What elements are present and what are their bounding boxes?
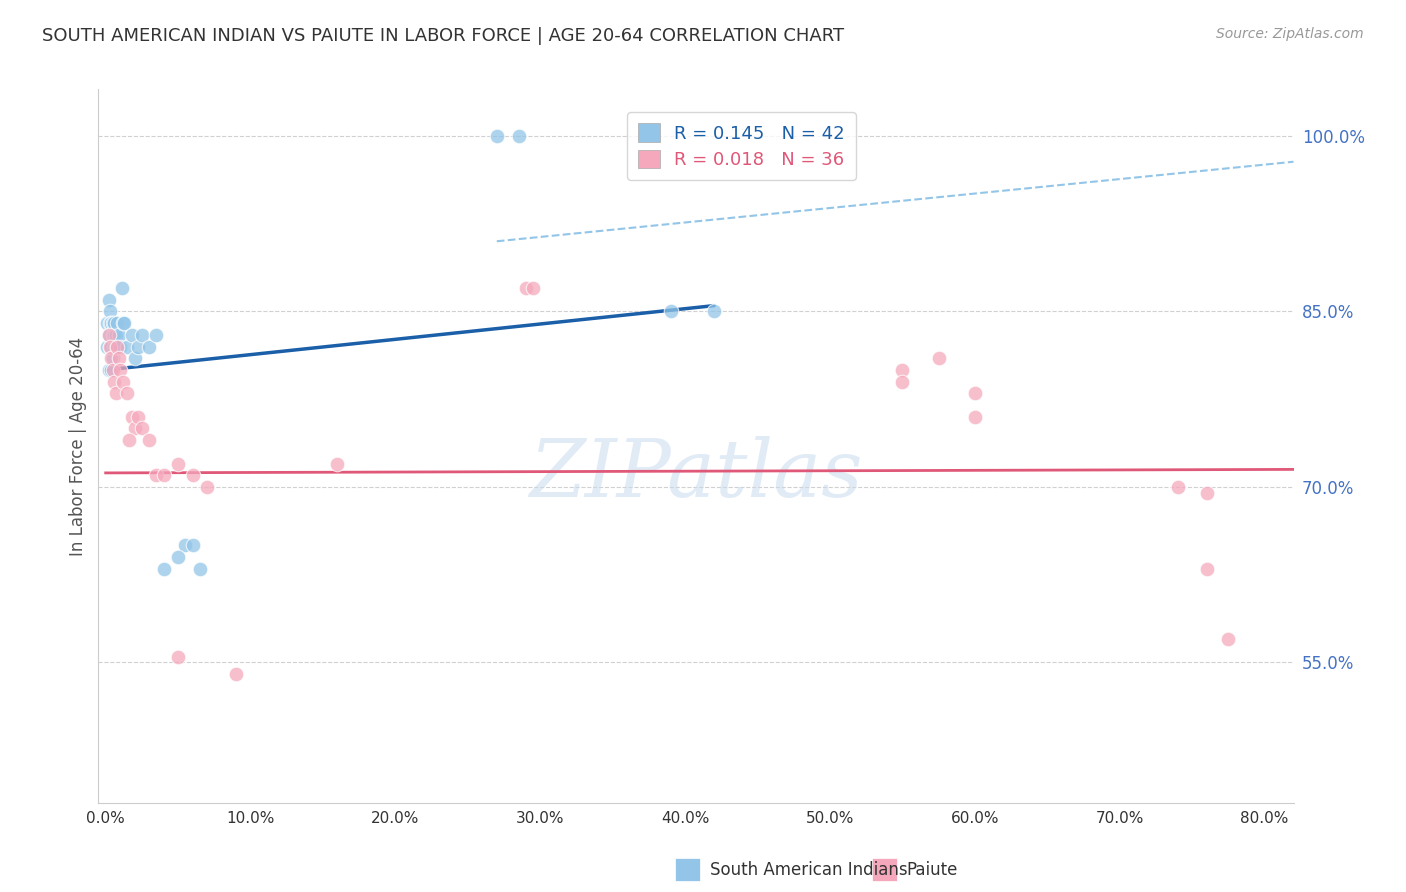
Point	[96, 316, 118, 330]
Point	[101, 327, 124, 342]
Point	[105, 340, 128, 354]
Point	[138, 340, 160, 354]
FancyBboxPatch shape	[675, 858, 700, 881]
Point	[124, 351, 146, 366]
Point	[515, 281, 537, 295]
Point	[152, 468, 174, 483]
Point	[508, 128, 530, 143]
Point	[117, 340, 139, 354]
Point	[101, 351, 124, 366]
FancyBboxPatch shape	[872, 858, 897, 881]
Point	[100, 363, 122, 377]
Text: Paiute: Paiute	[907, 861, 959, 879]
Point	[112, 375, 135, 389]
Point	[108, 340, 131, 354]
Text: Source: ZipAtlas.com: Source: ZipAtlas.com	[1216, 27, 1364, 41]
Point	[105, 316, 128, 330]
Point	[174, 538, 197, 552]
Point	[103, 340, 125, 354]
Point	[121, 327, 143, 342]
Point	[98, 316, 121, 330]
Point	[963, 409, 986, 424]
Point	[105, 340, 128, 354]
Point	[108, 363, 131, 377]
Point	[188, 562, 211, 576]
Point	[104, 386, 127, 401]
Point	[121, 409, 143, 424]
Point	[114, 316, 136, 330]
Point	[96, 340, 118, 354]
Point	[326, 457, 349, 471]
Point	[117, 386, 139, 401]
Point	[97, 327, 120, 342]
Point	[112, 316, 135, 330]
Point	[225, 667, 247, 681]
Point	[131, 327, 153, 342]
Point	[928, 351, 950, 366]
Text: SOUTH AMERICAN INDIAN VS PAIUTE IN LABOR FORCE | AGE 20-64 CORRELATION CHART: SOUTH AMERICAN INDIAN VS PAIUTE IN LABOR…	[42, 27, 845, 45]
Point	[118, 433, 141, 447]
Point	[101, 316, 124, 330]
Point	[145, 468, 167, 483]
Point	[97, 327, 120, 342]
Point	[891, 375, 914, 389]
Point	[167, 457, 190, 471]
Text: ZIPatlas: ZIPatlas	[529, 436, 863, 513]
Point	[101, 363, 124, 377]
Text: South American Indians: South American Indians	[710, 861, 908, 879]
Point	[152, 562, 174, 576]
Point	[110, 281, 132, 295]
Point	[138, 433, 160, 447]
Point	[107, 351, 129, 366]
Point	[100, 340, 122, 354]
Point	[127, 409, 149, 424]
Point	[98, 304, 121, 318]
Point	[1167, 480, 1189, 494]
Point	[963, 386, 986, 401]
Point	[167, 649, 190, 664]
Point	[485, 128, 508, 143]
Point	[1218, 632, 1240, 646]
Point	[124, 421, 146, 435]
Point	[103, 375, 125, 389]
Point	[659, 304, 682, 318]
Point	[167, 550, 190, 565]
Point	[1195, 562, 1218, 576]
Point	[195, 480, 218, 494]
Point	[97, 363, 120, 377]
Point	[1195, 485, 1218, 500]
Point	[131, 421, 153, 435]
Point	[97, 293, 120, 307]
Point	[100, 316, 122, 330]
Point	[181, 468, 204, 483]
Point	[103, 327, 125, 342]
Point	[703, 304, 725, 318]
Point	[145, 327, 167, 342]
Point	[98, 340, 121, 354]
Point	[522, 281, 544, 295]
Point	[103, 316, 125, 330]
Point	[107, 327, 129, 342]
Point	[127, 340, 149, 354]
Point	[98, 340, 121, 354]
Point	[181, 538, 204, 552]
Point	[100, 351, 122, 366]
Y-axis label: In Labor Force | Age 20-64: In Labor Force | Age 20-64	[69, 336, 87, 556]
Legend: R = 0.145   N = 42, R = 0.018   N = 36: R = 0.145 N = 42, R = 0.018 N = 36	[627, 112, 856, 180]
Point	[891, 363, 914, 377]
Point	[104, 340, 127, 354]
Point	[104, 327, 127, 342]
